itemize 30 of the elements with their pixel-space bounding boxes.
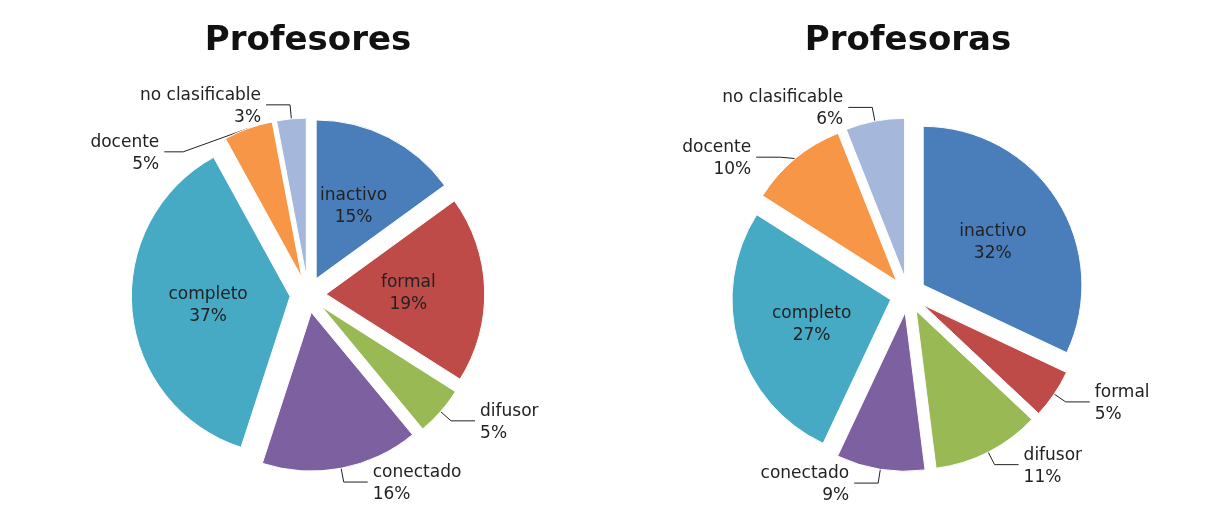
chart-title: Profesoras [804, 18, 1012, 58]
data-label: 19% [389, 292, 428, 313]
data-label: 10% [713, 158, 752, 179]
slice-label: inactivo [959, 219, 1027, 240]
data-label: 32% [973, 241, 1012, 262]
slice-label: difusor [1023, 443, 1083, 464]
slice-label: formal [1094, 380, 1150, 401]
data-label: 5% [480, 421, 508, 442]
data-label: 16% [372, 483, 411, 504]
chart-title: Profesores [204, 18, 412, 58]
data-label: 15% [334, 206, 373, 227]
data-label: 3% [234, 105, 262, 126]
slice-label: docente [90, 130, 160, 151]
slice-label: formal [380, 270, 436, 291]
slice-label: completo [168, 283, 248, 304]
data-label: 9% [822, 484, 850, 505]
slice-label: no clasificable [722, 86, 844, 107]
slice-label: completo [771, 301, 852, 322]
data-label: 5% [1094, 402, 1122, 423]
slice-label: difusor [480, 399, 539, 420]
data-label: 6% [816, 108, 844, 129]
data-label: 5% [132, 152, 160, 173]
slice-label: conectado [372, 461, 462, 482]
slice-label: no clasificable [139, 83, 262, 104]
data-label: 37% [189, 305, 227, 326]
slice-label: conectado [760, 462, 850, 483]
slice-label: inactivo [320, 184, 388, 205]
slice-label: docente [682, 136, 752, 157]
data-label: 27% [792, 323, 831, 344]
data-label: 11% [1023, 465, 1062, 486]
